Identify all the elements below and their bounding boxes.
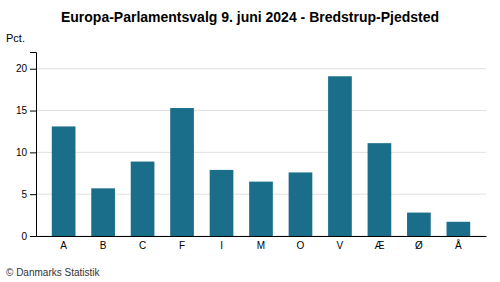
- tick-mark: [30, 194, 36, 195]
- tick: I: [220, 240, 223, 251]
- tick: 20: [16, 63, 36, 74]
- grid-line: [36, 110, 486, 111]
- bar: [368, 143, 392, 236]
- tick: V: [337, 240, 344, 251]
- tick: 0: [21, 231, 36, 242]
- bar: [91, 188, 115, 236]
- tick-label: 15: [16, 105, 28, 116]
- tick: 5: [21, 189, 36, 200]
- y-label: Pct.: [6, 32, 25, 44]
- tick-label: 5: [21, 189, 27, 200]
- tick-label: 20: [16, 63, 28, 74]
- tick: A: [60, 240, 67, 251]
- tick-label: 0: [21, 231, 27, 242]
- tick-label: M: [257, 240, 265, 251]
- bar: [249, 182, 273, 236]
- tick-mark: [30, 152, 36, 153]
- bars: [52, 76, 470, 236]
- tick-label: F: [179, 240, 185, 251]
- tick-label: Å: [455, 239, 462, 251]
- tick: F: [179, 240, 185, 251]
- bar: [210, 170, 234, 236]
- grid-line: [36, 152, 486, 153]
- axis-line: [30, 53, 37, 237]
- tick: Ø: [415, 240, 423, 251]
- tick-label: V: [337, 240, 344, 251]
- bar: [131, 162, 155, 236]
- tick-label: B: [100, 240, 107, 251]
- bar: [407, 213, 431, 236]
- tick-label: Ø: [415, 240, 423, 251]
- axis-line: [37, 236, 487, 237]
- tick: B: [100, 240, 107, 251]
- bar: [328, 76, 352, 236]
- tick-label: C: [139, 240, 146, 251]
- tick: C: [139, 240, 146, 251]
- tick: Æ: [374, 240, 384, 251]
- tick: M: [257, 240, 265, 251]
- tick-mark: [30, 69, 36, 70]
- footer: © Danmarks Statistik: [6, 267, 101, 278]
- tick-label: A: [60, 240, 67, 251]
- plot: 0 5 10 15 20 A B C F I M O V Æ Ø Å: [16, 53, 487, 252]
- chart-container: Europa-Parlamentsvalg 9. juni 2024 - Bre…: [0, 0, 500, 282]
- tick-mark: [30, 236, 36, 237]
- tick-label: O: [297, 240, 305, 251]
- tick-label: I: [220, 240, 223, 251]
- title: Europa-Parlamentsvalg 9. juni 2024 - Bre…: [61, 9, 439, 25]
- bar: [447, 222, 471, 236]
- tick-label: 10: [16, 147, 28, 158]
- y-axis: 0 5 10 15 20: [16, 53, 37, 242]
- grid: [36, 69, 486, 236]
- bar: [289, 172, 313, 236]
- tick: 15: [16, 105, 36, 116]
- grid-line: [36, 68, 486, 69]
- chart: Europa-Parlamentsvalg 9. juni 2024 - Bre…: [0, 0, 500, 282]
- tick: O: [297, 240, 305, 251]
- tick: Å: [455, 239, 462, 251]
- x-axis: ABCFIMOVÆØÅ: [37, 237, 487, 252]
- tick-mark: [30, 111, 36, 112]
- tick: 10: [16, 147, 36, 158]
- bar: [52, 126, 76, 236]
- tick-label: Æ: [374, 240, 384, 251]
- bar: [170, 108, 194, 236]
